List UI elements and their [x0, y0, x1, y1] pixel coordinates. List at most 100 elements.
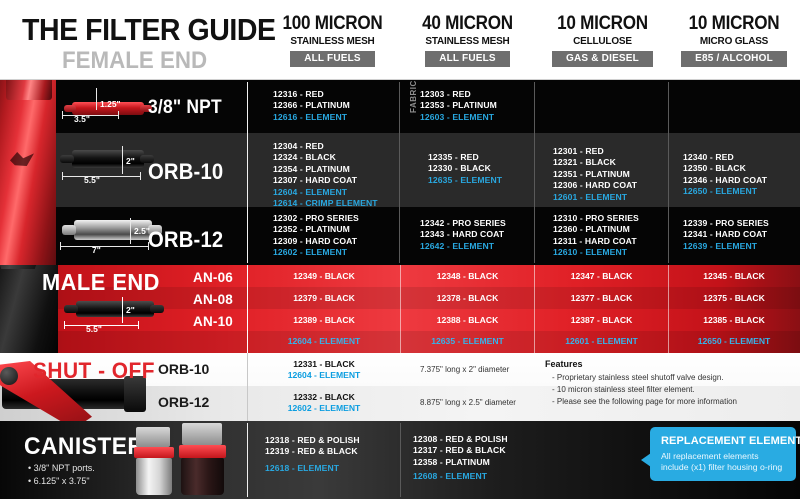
part-number-cell: 12339 - PRO SERIES 12341 - HARD COAT 126…	[683, 218, 769, 251]
part-number-cell: 12375 - BLACK	[703, 293, 765, 303]
product-photo-orb12	[60, 214, 200, 254]
callout-body: All replacement elements include (x1) fi…	[661, 451, 782, 473]
part-number-cell: 12340 - RED 12350 - BLACK 12346 - HARD C…	[683, 152, 768, 197]
part-number-cell: 12379 - BLACK	[293, 293, 355, 303]
canister-bullet: • 6.125" x 3.75"	[28, 476, 90, 486]
part-number-cell: 12331 - BLACK	[293, 359, 355, 369]
column-fuel-badge: GAS & DIESEL	[552, 51, 653, 67]
part-number-cell: 12302 - PRO SERIES 12352 - PLATINUM 1230…	[273, 213, 359, 258]
fabric-label: FABRIC	[409, 80, 418, 113]
header-band: THE FILTER GUIDE FEMALE END 100 MICRON S…	[0, 0, 800, 80]
shutoff-section: SHUT - OFF ORB-10 ORB-12 12331 - BLACK 1…	[0, 353, 800, 421]
part-number-cell: 12385 - BLACK	[703, 315, 765, 325]
part-number-cell: 12335 - RED 12330 - BLACK 12635 - ELEMEN…	[428, 152, 503, 185]
black-fitting-photo	[0, 265, 58, 353]
features-title: Features	[545, 359, 583, 369]
part-number-cell: 12388 - BLACK	[436, 315, 499, 325]
an-size-label: AN-06	[193, 270, 234, 285]
part-number-cell: 12310 - PRO SERIES 12360 - PLATINUM 1231…	[553, 213, 639, 258]
column-header-10-micron-cellulose: 10 MICRON CELLULOSE GAS & DIESEL	[535, 14, 670, 67]
an-size-label: AN-08	[193, 292, 234, 307]
female-end-title: FEMALE END	[62, 47, 208, 74]
product-photo-orb10	[60, 142, 190, 182]
dimension-length: 3.5"	[74, 114, 90, 124]
part-number-cell: 12308 - RED & POLISH 12317 - RED & BLACK…	[413, 434, 508, 482]
dimension-length: 5.5"	[86, 324, 102, 334]
shutoff-title: SHUT - OFF	[33, 358, 156, 383]
product-photo-npt	[62, 92, 182, 124]
part-number-cell: 12304 - RED 12324 - BLACK 12354 - PLATIN…	[273, 141, 378, 209]
dimension-length: 7"	[92, 245, 101, 255]
shutoff-dimension: 8.875" long x 2.5" diameter	[420, 398, 516, 407]
dimension-length: 5.5"	[84, 175, 100, 185]
element-part-number: 12601 - ELEMENT	[565, 336, 638, 346]
callout-line-1: All replacement elements	[661, 451, 759, 461]
part-number-cell: 12342 - PRO SERIES 12343 - HARD COAT 126…	[420, 218, 506, 251]
dimension-diameter: 1.25"	[100, 99, 121, 109]
part-number-cell: 12303 - RED 12353 - PLATINUM 12603 - ELE…	[420, 89, 497, 122]
dimension-diameter: 2.5"	[134, 226, 150, 236]
column-header-40-micron: 40 MICRON STAINLESS MESH ALL FUELS	[400, 14, 535, 67]
part-number-cell: 12316 - RED 12366 - PLATINUM 12616 - ELE…	[273, 89, 350, 122]
column-header-100-micron: 100 MICRON STAINLESS MESH ALL FUELS	[265, 14, 400, 67]
part-number-cell: 12345 - BLACK	[703, 271, 765, 281]
canister-photo-polish	[128, 427, 188, 495]
column-fuel-badge: E85 / ALCOHOL	[681, 51, 787, 67]
column-micron-label: 100 MICRON	[282, 13, 383, 34]
part-number-cell: 12318 - RED & POLISH 12319 - RED & BLACK…	[265, 435, 360, 473]
element-part-number: 12604 - ELEMENT	[287, 336, 361, 346]
part-number-cell: 12332 - BLACK	[293, 392, 355, 402]
part-number-cell: 12347 - BLACK	[570, 271, 633, 281]
part-number-cell: 12349 - BLACK	[293, 271, 355, 281]
part-number-cell: 12348 - BLACK	[436, 271, 499, 281]
column-micron-label: 10 MICRON	[557, 13, 648, 34]
column-micron-label: 10 MICRON	[688, 13, 780, 34]
page-title: THE FILTER GUIDE	[22, 12, 276, 47]
replacement-elements-callout: REPLACEMENT ELEMENTS All replacement ele…	[641, 427, 800, 481]
table-row	[0, 133, 800, 207]
shutoff-size-label: ORB-10	[158, 361, 210, 377]
part-number-cell: 12378 - BLACK	[436, 293, 499, 303]
part-number-cell: 12301 - RED 12321 - BLACK 12351 - PLATIN…	[553, 146, 638, 202]
callout-line-2: include (x1) filter housing o-ring	[661, 462, 783, 472]
dimension-diameter: 2"	[126, 156, 135, 166]
column-fuel-badge: ALL FUELS	[425, 51, 510, 67]
element-part-number: 12650 - ELEMENT	[697, 336, 771, 346]
column-material-label: CELLULOSE	[573, 35, 632, 47]
feature-item: - Please see the following page for more…	[552, 397, 737, 406]
fitting-size-label: 3/8" NPT	[148, 97, 222, 118]
canister-photo-black	[172, 423, 242, 495]
fitting-size-label: ORB-12	[148, 227, 224, 252]
red-canister-photo	[0, 80, 60, 265]
red-canister-icon	[0, 80, 56, 265]
canister-bullet: • 3/8" NPT ports.	[28, 463, 95, 473]
callout-title: REPLACEMENT ELEMENTS	[661, 435, 800, 447]
female-end-table: 3.5" 1.25" 3/8" NPT 5.5" 2" ORB-10 7" 2.…	[0, 80, 800, 265]
feature-item: - Proprietary stainless steel shutoff va…	[552, 373, 724, 382]
canister-section: CANISTER • 3/8" NPT ports. • 6.125" x 3.…	[0, 421, 800, 499]
dimension-diameter: 2"	[126, 305, 135, 315]
part-number-cell: 12389 - BLACK	[293, 315, 355, 325]
canister-title: CANISTER	[24, 433, 145, 460]
fitting-size-label: ORB-10	[148, 159, 224, 184]
element-part-number: 12635 - ELEMENT	[431, 336, 504, 346]
column-material-label: MICRO GLASS	[699, 35, 769, 47]
product-photo-male	[62, 293, 192, 327]
header-divider	[0, 79, 800, 80]
column-micron-label: 40 MICRON	[422, 13, 513, 34]
male-end-section: MALE END 5.5" 2" AN-06 AN-08 AN-10 12349…	[0, 265, 800, 353]
shutoff-dimension: 7.375" long x 2" diameter	[420, 365, 510, 374]
part-number-cell: 12377 - BLACK	[570, 293, 633, 303]
male-end-title: MALE END	[42, 269, 160, 295]
column-material-label: STAINLESS MESH	[425, 35, 510, 47]
column-header-10-micron-microglass: 10 MICRON MICRO GLASS E85 / ALCOHOL	[668, 14, 800, 67]
column-fuel-badge: ALL FUELS	[290, 51, 375, 67]
element-part-number: 12604 - ELEMENT	[287, 370, 361, 380]
shutoff-valve-photo	[0, 361, 146, 421]
part-number-cell: 12387 - BLACK	[570, 315, 633, 325]
column-material-label: STAINLESS MESH	[290, 35, 375, 47]
element-part-number: 12602 - ELEMENT	[287, 403, 361, 413]
shutoff-size-label: ORB-12	[158, 394, 210, 410]
an-size-label: AN-10	[193, 314, 234, 329]
